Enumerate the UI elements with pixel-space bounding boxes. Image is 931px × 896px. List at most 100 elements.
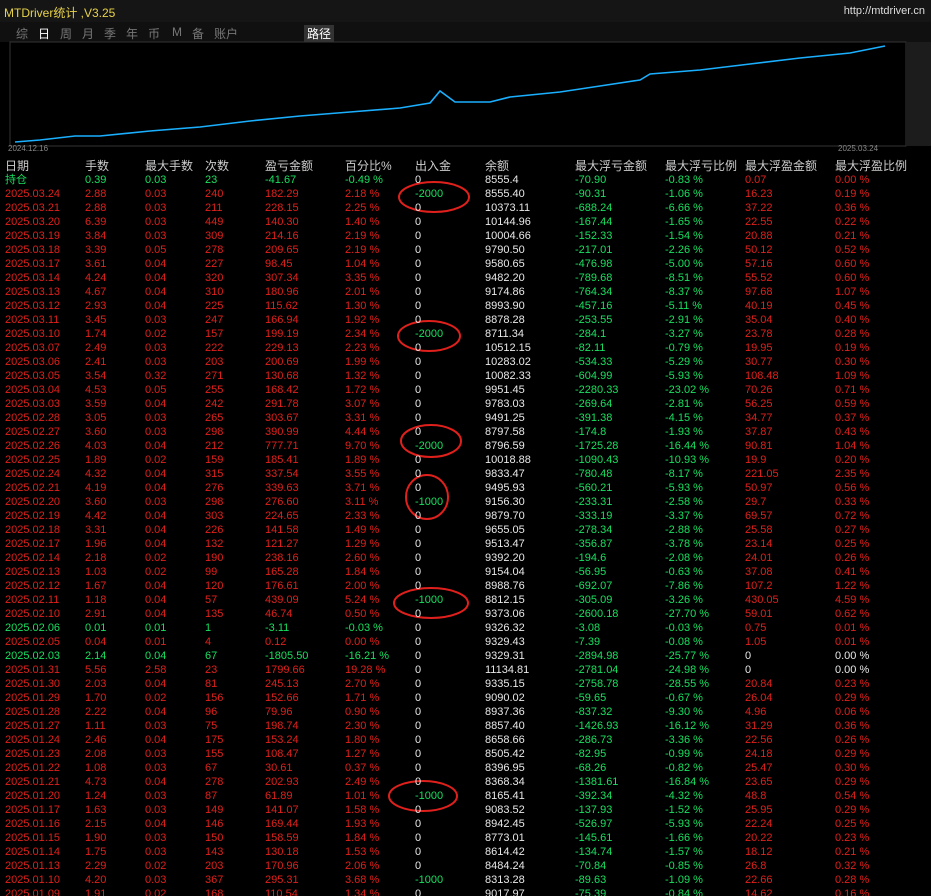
table-cell: 337.54 — [265, 468, 299, 480]
table-cell: 228.15 — [265, 202, 299, 214]
table-cell: 225 — [205, 300, 224, 312]
table-cell: 50.12 — [745, 244, 773, 256]
table-cell: 0.03 — [145, 762, 167, 774]
site-link[interactable]: http://mtdriver.cn — [843, 5, 925, 17]
table-cell: 0 — [415, 216, 422, 228]
table-cell: 4 — [205, 636, 212, 648]
table-cell: -2.08 % — [665, 552, 703, 564]
highlight-ellipse — [405, 474, 449, 520]
table-cell: 0.26 % — [835, 552, 870, 564]
column-header: 手数 — [85, 159, 110, 173]
table-cell: 0.21 % — [835, 846, 870, 858]
tab[interactable]: 账户 — [214, 27, 239, 41]
table-cell: 0.04 — [145, 524, 167, 536]
table-cell: -2000 — [415, 440, 444, 452]
table-cell: 2.88 — [85, 188, 107, 200]
table-cell: 0 — [415, 622, 422, 634]
table-cell: 0.02 — [145, 888, 167, 896]
tab[interactable]: 日 — [38, 27, 51, 41]
table-cell: 0.03 — [145, 202, 167, 214]
table-cell: 1.49 % — [345, 524, 380, 536]
highlight-ellipse — [393, 587, 469, 619]
table-cell: 2.19 % — [345, 244, 380, 256]
table-cell: 165.28 — [265, 566, 299, 578]
table-cell: -1.93 % — [665, 426, 703, 438]
table-cell: 153.24 — [265, 734, 299, 746]
table-cell: 22.66 — [745, 874, 773, 886]
table-cell: -457.16 — [575, 300, 613, 312]
table-cell: 1 — [205, 622, 212, 634]
tab[interactable]: 币 — [148, 27, 161, 41]
table-cell: -3.36 % — [665, 734, 703, 746]
table-cell: 0.03 — [145, 356, 167, 368]
table-cell: 3.55 % — [345, 468, 380, 480]
tab[interactable]: 季 — [104, 27, 117, 41]
table-cell: 320 — [205, 272, 224, 284]
table-cell: -10.93 % — [665, 454, 710, 466]
tab[interactable]: 周 — [60, 27, 73, 41]
table-cell: 3.11 % — [345, 496, 379, 508]
table-cell: -2758.78 — [575, 678, 619, 690]
table-cell: 69.57 — [745, 510, 773, 522]
tab[interactable]: 综 — [16, 27, 29, 41]
table-cell: 169.44 — [265, 818, 299, 830]
table-cell: 0.04 — [145, 734, 167, 746]
tab[interactable]: 月 — [82, 27, 95, 41]
table-cell: 25.47 — [745, 762, 773, 774]
table-cell: 2025.01.28 — [5, 706, 61, 718]
table-cell: 0 — [415, 468, 422, 480]
table-cell: -145.61 — [575, 832, 613, 844]
tab[interactable]: 年 — [126, 27, 139, 41]
table-cell: 0.03 — [145, 412, 167, 424]
table-cell: 226 — [205, 524, 224, 536]
table-cell: 2.34 % — [345, 328, 380, 340]
table-cell: -16.21 % — [345, 650, 390, 662]
table-cell: 1.04 % — [835, 440, 870, 452]
table-cell: 0.30 % — [835, 356, 870, 368]
table-cell: 25.95 — [745, 804, 773, 816]
table-cell: -692.07 — [575, 580, 613, 592]
table-cell: 0.04 — [145, 776, 167, 788]
table-cell: 10082.33 — [485, 370, 531, 382]
table-cell: 0.03 — [145, 174, 167, 186]
tab[interactable]: M — [172, 25, 182, 39]
table-cell: 23 — [205, 174, 218, 186]
table-cell: 8711.34 — [485, 328, 524, 340]
table-cell: 229.13 — [265, 342, 299, 354]
table-cell: 4.03 — [85, 440, 107, 452]
table-cell: 87 — [205, 790, 218, 802]
table-cell: 141.07 — [265, 804, 299, 816]
table-cell: 9833.47 — [485, 468, 525, 480]
table-cell: 1.84 % — [345, 566, 380, 578]
table-cell: 26.04 — [745, 692, 773, 704]
table-cell: 247 — [205, 314, 224, 326]
table-cell: 200.69 — [265, 356, 299, 368]
table-cell: 3.31 — [85, 524, 107, 536]
table-cell: -7.86 % — [665, 580, 703, 592]
table-cell: 0 — [745, 650, 752, 662]
table-cell: 9790.50 — [485, 244, 525, 256]
table-cell: 2.60 % — [345, 552, 380, 564]
table-cell: 0 — [415, 314, 422, 326]
table-cell: 35.04 — [745, 314, 773, 326]
table-cell: 2025.03.03 — [5, 398, 61, 410]
table-cell: 1.03 — [85, 566, 107, 578]
table-cell: 0.07 — [745, 174, 767, 186]
table-cell: -6.66 % — [665, 202, 703, 214]
table-cell: 0 — [415, 846, 422, 858]
table-cell: 149 — [205, 804, 224, 816]
table-cell: 0.00 % — [835, 650, 870, 662]
tab[interactable]: 路径 — [304, 25, 335, 42]
table-cell: 0 — [415, 300, 422, 312]
table-cell: 278 — [205, 244, 224, 256]
table-cell: 0.20 % — [835, 454, 870, 466]
table-cell: 1.75 — [85, 846, 107, 858]
table-cell: 0.71 % — [835, 384, 870, 396]
tab[interactable]: 备 — [192, 27, 205, 41]
table-cell: 30.77 — [745, 356, 773, 368]
table-cell: -1.09 % — [665, 874, 703, 886]
table-cell: 0.25 % — [835, 818, 870, 830]
table-cell: 10018.88 — [485, 454, 531, 466]
table-cell: 2.23 % — [345, 342, 380, 354]
table-cell: -2.81 % — [665, 398, 703, 410]
